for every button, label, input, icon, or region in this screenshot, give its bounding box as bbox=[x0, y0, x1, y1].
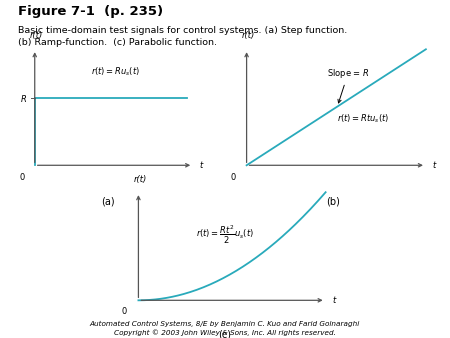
Text: Figure 7-1  (p. 235): Figure 7-1 (p. 235) bbox=[18, 5, 163, 18]
Text: r(t): r(t) bbox=[134, 175, 148, 184]
Text: (b): (b) bbox=[326, 196, 340, 207]
Text: t: t bbox=[432, 161, 436, 170]
Text: (c): (c) bbox=[219, 330, 231, 338]
Text: 0: 0 bbox=[230, 173, 236, 182]
Text: 0: 0 bbox=[122, 307, 127, 316]
Text: $r(t) = Rtu_s(t)$: $r(t) = Rtu_s(t)$ bbox=[337, 112, 389, 125]
Text: r(t): r(t) bbox=[30, 31, 43, 40]
Text: $r(t) = \dfrac{Rt^2}{2}u_s(t)$: $r(t) = \dfrac{Rt^2}{2}u_s(t)$ bbox=[196, 224, 254, 246]
Text: $r(t) = Ru_s(t)$: $r(t) = Ru_s(t)$ bbox=[91, 65, 140, 78]
Text: (a): (a) bbox=[101, 196, 115, 207]
Text: Basic time-domain test signals for control systems. (a) Step function.
(b) Ramp-: Basic time-domain test signals for contr… bbox=[18, 26, 347, 47]
Text: Slope = $R$: Slope = $R$ bbox=[327, 67, 369, 103]
Text: t: t bbox=[333, 296, 336, 305]
Text: Automated Control Systems, 8/E by Benjamin C. Kuo and Farid Golnaraghi
Copyright: Automated Control Systems, 8/E by Benjam… bbox=[90, 321, 360, 336]
Text: t: t bbox=[199, 161, 202, 170]
Text: r(t): r(t) bbox=[242, 31, 256, 40]
Text: $R$: $R$ bbox=[20, 93, 27, 104]
Text: 0: 0 bbox=[20, 173, 25, 182]
